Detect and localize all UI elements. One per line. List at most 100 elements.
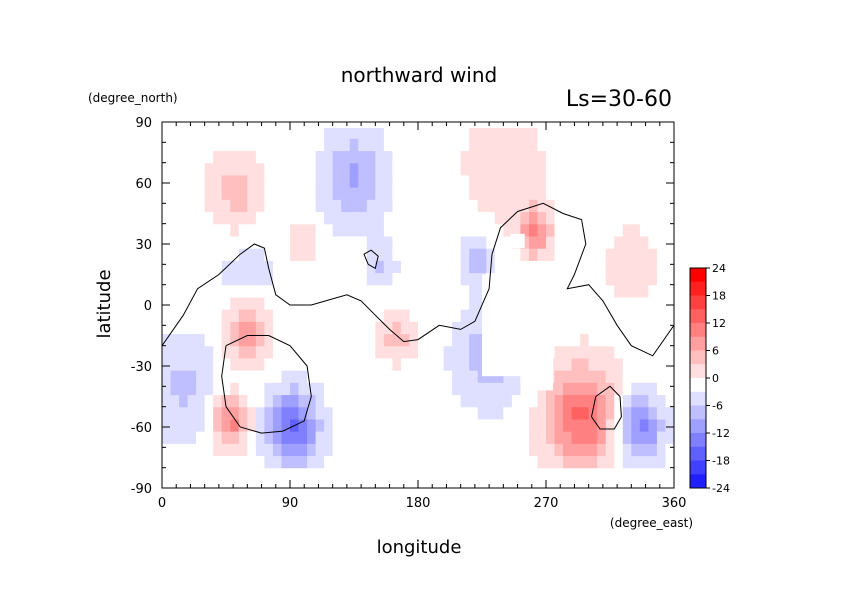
heatmap-cell xyxy=(546,248,556,261)
heatmap-cell xyxy=(383,418,393,432)
heatmap-cell xyxy=(307,150,317,164)
heatmap-cell xyxy=(221,138,231,152)
heatmap-cell xyxy=(537,455,547,469)
heatmap-cell xyxy=(665,162,674,176)
x-tick-label: 360 xyxy=(662,496,687,511)
heatmap-cell xyxy=(452,211,462,225)
heatmap-cell xyxy=(238,138,248,152)
heatmap-cell xyxy=(179,174,189,188)
heatmap-cell xyxy=(298,150,308,164)
heatmap-cell xyxy=(435,431,445,444)
heatmap-cell xyxy=(392,211,402,225)
heatmap-cell xyxy=(435,309,445,322)
heatmap-cell xyxy=(272,418,283,432)
heatmap-cell xyxy=(537,260,547,274)
heatmap-cell xyxy=(426,284,436,298)
heatmap-cell xyxy=(315,187,325,200)
heatmap-cell xyxy=(213,128,223,139)
heatmap-cell xyxy=(298,211,308,225)
heatmap-cell xyxy=(290,455,300,469)
heatmap-cell xyxy=(469,394,479,408)
heatmap-cell xyxy=(503,235,513,249)
heatmap-cell xyxy=(187,223,197,237)
heatmap-cell xyxy=(443,345,453,359)
heatmap-cell xyxy=(665,370,674,383)
y-tick-label: 90 xyxy=(135,116,152,131)
heatmap-cell xyxy=(435,260,445,274)
heatmap-cell xyxy=(349,394,359,408)
heatmap-cell xyxy=(290,443,300,457)
heatmap-cell xyxy=(639,150,649,164)
heatmap-cell xyxy=(341,370,351,383)
y-unit-label: (degree_north) xyxy=(88,91,178,105)
heatmap-cell xyxy=(221,272,231,286)
heatmap-cell xyxy=(392,235,402,249)
heatmap-cell xyxy=(170,382,180,396)
heatmap-cell xyxy=(170,357,180,371)
heatmap-cell xyxy=(375,370,385,383)
heatmap-cell xyxy=(315,211,325,225)
heatmap-cell xyxy=(503,260,513,274)
heatmap-cell xyxy=(631,128,641,139)
heatmap-cell xyxy=(622,443,632,457)
heatmap-cell xyxy=(486,174,496,188)
heatmap-cell xyxy=(341,162,351,176)
heatmap-cell xyxy=(247,309,257,322)
heatmap-cell xyxy=(400,235,411,249)
heatmap-cell xyxy=(588,370,598,383)
heatmap-cell xyxy=(298,235,308,249)
heatmap-cell xyxy=(622,296,632,310)
heatmap-cell xyxy=(503,138,513,152)
heatmap-cell xyxy=(255,370,265,383)
heatmap-cell xyxy=(247,321,257,335)
heatmap-cell xyxy=(196,260,206,274)
heatmap-cell xyxy=(588,284,598,298)
heatmap-cell xyxy=(383,235,393,249)
colorbar-swatch xyxy=(690,446,706,461)
heatmap-cell xyxy=(648,345,658,359)
heatmap-cell xyxy=(656,321,667,335)
heatmap-cell xyxy=(520,162,530,176)
heatmap-cell xyxy=(426,223,436,237)
heatmap-cell xyxy=(255,443,265,457)
heatmap-cell xyxy=(622,382,632,396)
heatmap-cell xyxy=(656,162,667,176)
heatmap-cell xyxy=(614,174,624,188)
heatmap-cell xyxy=(639,138,649,152)
heatmap-cell xyxy=(486,187,496,200)
heatmap-cell xyxy=(435,382,445,396)
heatmap-cell xyxy=(170,309,180,322)
heatmap-cell xyxy=(639,284,649,298)
heatmap-cell xyxy=(639,187,649,200)
heatmap-cell xyxy=(443,333,453,347)
heatmap-cell xyxy=(648,357,658,371)
heatmap-cell xyxy=(494,443,504,457)
heatmap-cell xyxy=(196,406,206,420)
heatmap-cell xyxy=(392,284,402,298)
heatmap-cell xyxy=(366,128,376,139)
heatmap-cell xyxy=(162,174,172,188)
heatmap-cell xyxy=(622,357,632,371)
heatmap-cell xyxy=(366,431,376,444)
heatmap-cell xyxy=(554,248,564,261)
heatmap-cell xyxy=(580,284,590,298)
heatmap-cell xyxy=(409,382,419,396)
heatmap-cell xyxy=(554,162,564,176)
heatmap-cell xyxy=(272,370,283,383)
heatmap-cell xyxy=(247,345,257,359)
heatmap-cell xyxy=(204,431,214,444)
heatmap-cell xyxy=(443,321,453,335)
contour-line xyxy=(590,385,622,430)
heatmap-cell xyxy=(639,394,649,408)
heatmap-cell xyxy=(332,150,342,164)
heatmap-cell xyxy=(486,370,496,383)
heatmap-cell xyxy=(392,333,402,347)
heatmap-cell xyxy=(238,321,248,335)
heatmap-cell xyxy=(196,321,206,335)
heatmap-cell xyxy=(213,321,223,335)
heatmap-cell xyxy=(511,260,521,274)
heatmap-cell xyxy=(605,394,615,408)
heatmap-cell xyxy=(290,199,300,213)
heatmap-cell xyxy=(358,199,368,213)
heatmap-cell xyxy=(213,406,223,420)
